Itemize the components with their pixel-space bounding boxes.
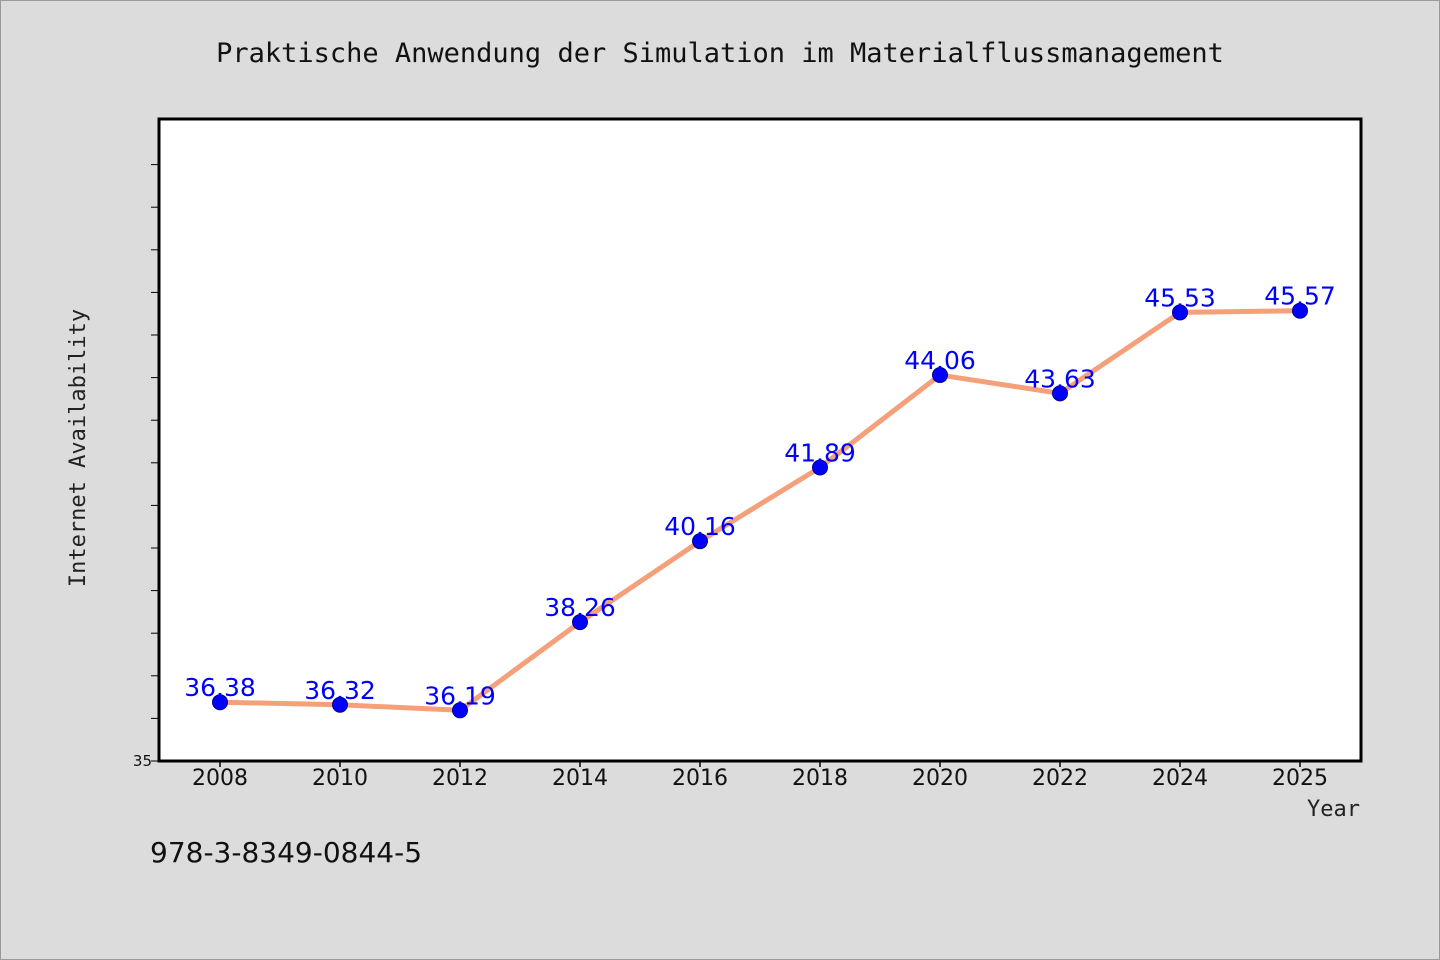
data-label: 41.89 bbox=[784, 438, 856, 467]
x-tick-label: 2022 bbox=[1032, 766, 1088, 791]
data-label: 38.26 bbox=[544, 593, 616, 622]
y-tick-label-min: 35 bbox=[133, 752, 152, 770]
data-point bbox=[332, 696, 348, 713]
data-points bbox=[212, 302, 1308, 719]
data-point bbox=[932, 367, 948, 384]
series-line bbox=[217, 308, 1303, 713]
x-axis: 2008 2010 2012 2014 2016 2018 2020 2022 2024 2025 bbox=[192, 761, 1328, 791]
data-point bbox=[212, 694, 228, 711]
data-point bbox=[692, 533, 708, 550]
x-tick-label: 2024 bbox=[1152, 766, 1208, 791]
data-label: 44.06 bbox=[904, 346, 976, 375]
x-tick-label: 2008 bbox=[192, 766, 248, 791]
x-tick-label: 2018 bbox=[792, 766, 848, 791]
x-tick-label: 2012 bbox=[432, 766, 488, 791]
data-label: 36.38 bbox=[184, 673, 256, 702]
data-label: 45.53 bbox=[1144, 283, 1216, 312]
data-label: 36.32 bbox=[304, 676, 376, 705]
data-point bbox=[1052, 385, 1068, 402]
y-axis-ticks bbox=[151, 164, 159, 762]
data-label: 43.63 bbox=[1024, 364, 1096, 393]
x-tick-label: 2016 bbox=[672, 766, 728, 791]
data-label: 40.16 bbox=[664, 512, 736, 541]
chart-title: Praktische Anwendung der Simulation im M… bbox=[216, 38, 1224, 69]
isbn-footer: 978-3-8349-0844-5 bbox=[150, 836, 422, 869]
data-point bbox=[1172, 304, 1188, 321]
x-tick-label: 2020 bbox=[912, 766, 968, 791]
x-axis-label: Year bbox=[1307, 797, 1360, 822]
data-point bbox=[812, 459, 828, 476]
plot-area bbox=[157, 117, 1363, 763]
x-tick-label: 2025 bbox=[1272, 766, 1328, 791]
data-point bbox=[572, 614, 588, 631]
data-label: 45.57 bbox=[1264, 282, 1336, 311]
data-label: 36.19 bbox=[424, 681, 496, 710]
data-point bbox=[1292, 302, 1308, 319]
y-axis-label: Internet Availability bbox=[66, 309, 91, 587]
x-tick-label: 2014 bbox=[552, 766, 608, 791]
data-labels: 36.38 36.32 36.19 38.26 40.16 41.89 44.06 43.63… bbox=[184, 282, 1336, 711]
data-point bbox=[452, 702, 468, 719]
x-tick-label: 2010 bbox=[312, 766, 368, 791]
